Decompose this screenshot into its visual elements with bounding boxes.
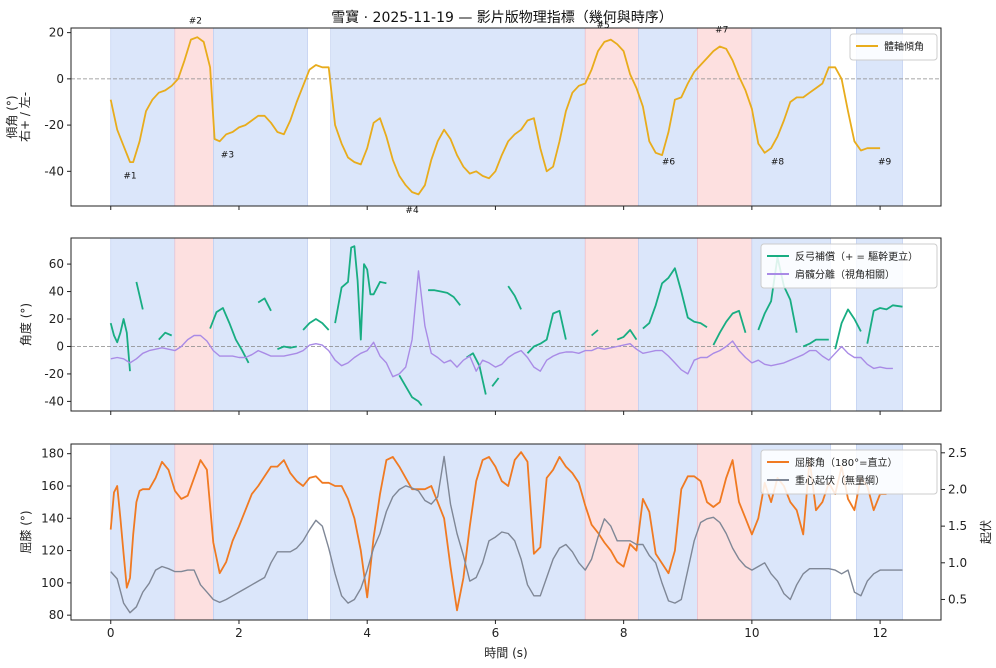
series-line-comp xyxy=(642,267,708,330)
annotation-label: #1 xyxy=(123,171,136,181)
phase-band-red xyxy=(584,27,639,207)
y-tick-label: 160 xyxy=(41,479,64,493)
y-tick-label: -40 xyxy=(44,394,64,408)
y-tick-label: 60 xyxy=(49,257,64,271)
phase-band-red xyxy=(174,237,214,412)
series-line-comp xyxy=(802,338,829,348)
panel-angles: 60 40 20 0 -20 -40 角度 (°) 反弓補償（+ = 驅幹更立） 肩髖分離（視角… xyxy=(18,237,942,415)
x-tick-label: 10 xyxy=(744,626,759,640)
panel-tilt: #1 #2 #3 #4 #5 #6 #7 #8 #9 20 0 -20 -40 傾角 (°) 右+ / 左-… xyxy=(5,16,942,216)
annotation-label: #6 xyxy=(662,157,676,167)
y-tick-label: -20 xyxy=(44,367,64,381)
x-tick-label: 0 xyxy=(107,626,115,640)
phase-band-blue xyxy=(330,27,586,207)
x-tick-label: 4 xyxy=(363,626,371,640)
phase-band-blue xyxy=(110,27,176,207)
series-line-comp xyxy=(834,308,862,350)
annotation-label: #7 xyxy=(715,26,728,36)
y-axis-label: 右+ / 左- xyxy=(17,92,32,142)
series-line-comp xyxy=(257,297,272,312)
phase-band-blue xyxy=(330,237,586,412)
x-axis-label: 時間 (s) xyxy=(484,646,527,660)
legend-box xyxy=(849,33,938,61)
annotation-label: #5 xyxy=(596,21,609,31)
series-line-comp xyxy=(591,329,599,337)
y-right-tick-label: 2.5 xyxy=(948,446,967,460)
y-right-tick-label: 1.5 xyxy=(948,519,967,533)
panel-knee: 180 160 140 120 100 80 2.5 2.0 1.5 1.0 0.5 起伏 0 2 4 6 8 1… xyxy=(19,443,993,640)
y-axis-label: 屈膝 (°) xyxy=(19,510,33,553)
legend-label: 反弓補償（+ = 驅幹更立） xyxy=(795,250,918,263)
annotation-label: #3 xyxy=(221,150,234,160)
plot-frame xyxy=(70,443,942,621)
y-tick-label: 40 xyxy=(49,285,64,299)
y-tick-label: 20 xyxy=(49,26,64,40)
plot-frame xyxy=(70,27,942,207)
y-axis-label: 傾角 (°) xyxy=(5,95,19,138)
series-line-comp xyxy=(209,307,250,364)
y-tick-label: 140 xyxy=(41,511,64,525)
phase-band-blue xyxy=(330,443,586,621)
annotation-label: #4 xyxy=(405,206,419,216)
x-tick-label: 12 xyxy=(872,626,887,640)
phase-band-blue xyxy=(638,27,698,207)
y-tick-label: -20 xyxy=(44,118,64,132)
plot-frame xyxy=(70,237,942,412)
y-right-tick-label: 0.5 xyxy=(948,592,967,606)
series-line-comp xyxy=(334,245,387,341)
phase-band-blue xyxy=(751,27,832,207)
phase-band-blue xyxy=(213,443,308,621)
series-line-comp xyxy=(277,345,297,351)
y-tick-label: 180 xyxy=(41,447,64,461)
legend-label: 肩髖分離（視角相關） xyxy=(795,268,895,281)
series-line-sep xyxy=(110,270,893,378)
y-right-tick-label: 2.0 xyxy=(948,482,967,496)
phase-band-red xyxy=(697,27,753,207)
series-line-tilt xyxy=(109,36,881,196)
series-line-comp xyxy=(135,281,144,310)
series-line-comp xyxy=(616,329,638,341)
series-line-comp xyxy=(398,374,423,407)
series-line-comp xyxy=(526,309,567,354)
phase-band-blue xyxy=(213,27,308,207)
y-tick-label: 80 xyxy=(49,608,64,622)
series-line-comp xyxy=(866,304,903,344)
y-tick-label: 0 xyxy=(56,72,64,86)
y-tick-label: 100 xyxy=(41,576,64,590)
legend-label: 屈膝角（180°=直立） xyxy=(795,456,897,469)
x-tick-label: 8 xyxy=(620,626,628,640)
x-tick-label: 6 xyxy=(492,626,500,640)
series-line-comp xyxy=(158,331,173,341)
series-line-comp xyxy=(302,318,330,331)
y-axis-label: 角度 (°) xyxy=(18,303,33,346)
y-tick-label: -40 xyxy=(44,164,64,178)
legend-label: 體軸傾角 xyxy=(884,40,924,53)
series-line-comp xyxy=(507,285,522,310)
annotation-label: #8 xyxy=(771,157,785,167)
y-tick-label: 120 xyxy=(41,544,64,558)
y-right-tick-label: 1.0 xyxy=(948,556,967,570)
series-line-comp xyxy=(712,309,747,346)
series-line-knee xyxy=(109,451,887,612)
series-line-com xyxy=(110,455,903,614)
y-tick-label: 0 xyxy=(56,339,64,353)
annotation-label: #2 xyxy=(189,16,202,26)
annotation-label: #9 xyxy=(878,157,892,167)
phase-band-red xyxy=(584,237,639,412)
legend-box xyxy=(760,449,938,495)
series-line-comp xyxy=(109,318,131,372)
x-tick-label: 2 xyxy=(235,626,243,640)
y-right-axis-label: 起伏 xyxy=(979,520,993,544)
phase-band-red xyxy=(584,443,639,621)
phase-band-blue xyxy=(213,237,308,412)
legend-label: 重心起伏（無量綱） xyxy=(795,474,885,487)
phase-band-blue xyxy=(638,443,698,621)
phase-band-blue xyxy=(110,237,176,412)
legend-box xyxy=(760,243,938,289)
series-line-comp xyxy=(428,289,461,306)
chart-title: 雪寶 · 2025-11-19 — 影片版物理指標（幾何與時序） xyxy=(331,10,673,26)
y-tick-label: 20 xyxy=(49,312,64,326)
series-line-comp xyxy=(491,377,500,387)
